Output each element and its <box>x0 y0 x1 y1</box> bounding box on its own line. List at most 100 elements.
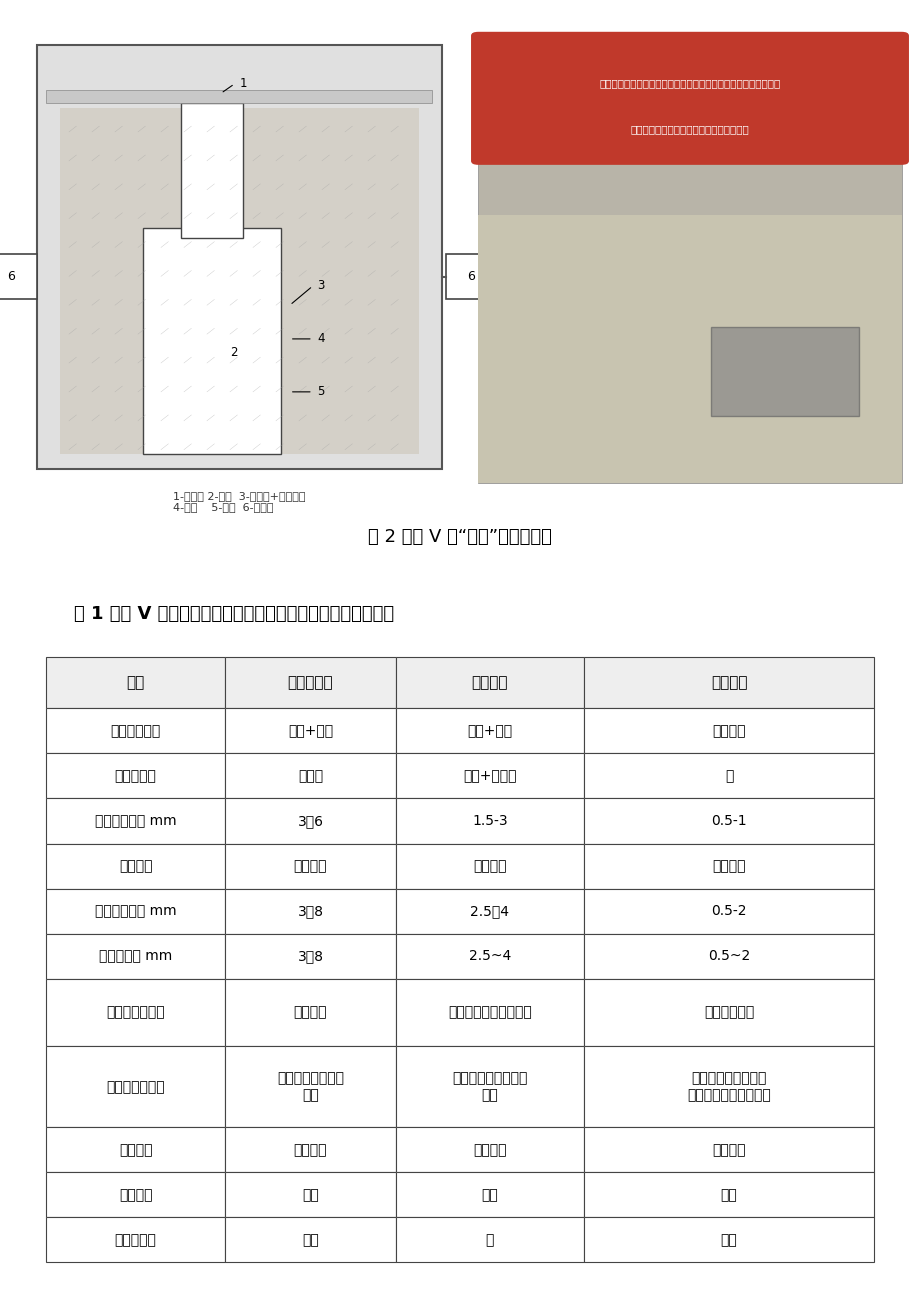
Bar <box>46 843 225 889</box>
Bar <box>46 657 225 709</box>
Bar <box>584 799 873 843</box>
Bar <box>584 889 873 934</box>
FancyBboxPatch shape <box>471 31 908 165</box>
Bar <box>46 753 225 799</box>
Bar <box>225 1172 395 1218</box>
Bar <box>584 799 873 843</box>
Bar <box>46 1218 225 1262</box>
Text: 使用不含水分、粘结剂和其他附加物的干砂，利用薄膜覆盖砂箱并: 使用不含水分、粘结剂和其他附加物的干砂，利用薄膜覆盖砂箱并 <box>598 78 780 88</box>
Bar <box>225 1127 395 1172</box>
Bar <box>395 934 584 978</box>
Bar <box>584 934 873 978</box>
Text: 1.5-3: 1.5-3 <box>471 814 507 827</box>
Text: 树脂砂型: 树脂砂型 <box>471 675 507 690</box>
Bar <box>225 889 395 934</box>
Bar <box>395 1127 584 1172</box>
Text: 毛坯颜色均匀、轮廓
清晰、加工后颜色一致: 毛坯颜色均匀、轮廓 清晰、加工后颜色一致 <box>686 1071 770 1102</box>
Text: 图 2 新型 V 法“空型”工艺结构图: 图 2 新型 V 法“空型”工艺结构图 <box>368 528 551 545</box>
Bar <box>584 978 873 1046</box>
Text: 砂型硬化方式: 砂型硬化方式 <box>110 723 161 738</box>
Text: 较好: 较好 <box>301 1188 319 1202</box>
Bar <box>446 254 496 299</box>
Text: 较宽、长: 较宽、长 <box>293 1142 327 1157</box>
Bar <box>225 889 395 934</box>
Text: 抗侵蚀指标: 抗侵蚀指标 <box>115 1233 156 1246</box>
Bar <box>225 753 395 799</box>
Bar <box>46 1172 225 1218</box>
Bar <box>46 889 225 934</box>
Bar <box>395 1218 584 1262</box>
Bar <box>584 843 873 889</box>
Text: 6: 6 <box>7 271 16 284</box>
Bar <box>46 799 225 843</box>
Bar <box>395 1172 584 1218</box>
Text: 3: 3 <box>317 280 324 293</box>
Bar <box>225 843 395 889</box>
Bar <box>395 753 584 799</box>
Text: 跨棱裂纹: 跨棱裂纹 <box>119 1142 153 1157</box>
Bar <box>584 1218 873 1262</box>
Text: 外观颜色均匀但形
状差: 外观颜色均匀但形 状差 <box>277 1071 344 1102</box>
Text: 表面平整光滑: 表面平整光滑 <box>703 1006 754 1020</box>
Text: 优良: 优良 <box>720 1188 737 1202</box>
Bar <box>46 934 225 978</box>
Text: 0.5~2: 0.5~2 <box>708 950 749 963</box>
Bar <box>225 657 395 709</box>
Bar <box>225 1046 395 1127</box>
Text: 抽真空使其干砂成型的一种新型铸造方式。: 抽真空使其干砂成型的一种新型铸造方式。 <box>630 125 749 135</box>
Bar <box>225 978 395 1046</box>
Text: 3～6: 3～6 <box>297 814 323 827</box>
Bar <box>395 843 584 889</box>
Bar <box>584 934 873 978</box>
Bar <box>395 799 584 843</box>
Bar <box>395 1046 584 1127</box>
Text: 6: 6 <box>467 271 475 284</box>
Bar <box>225 709 395 753</box>
Text: 负压成型: 负压成型 <box>710 675 746 690</box>
Bar <box>225 1218 395 1262</box>
Text: 3～8: 3～8 <box>297 904 323 919</box>
Bar <box>46 1127 225 1172</box>
Bar <box>584 1127 873 1172</box>
Text: 较好: 较好 <box>301 1233 319 1246</box>
Text: 树脂+固化剂: 树脂+固化剂 <box>462 769 516 783</box>
Bar <box>46 799 225 843</box>
Text: 5: 5 <box>317 385 324 398</box>
Text: 整体平整但表面有瘤疤: 整体平整但表面有瘤疤 <box>448 1006 531 1020</box>
Bar <box>395 1046 584 1127</box>
Text: 重力浇铸: 重力浇铸 <box>293 859 327 873</box>
Text: 3～8: 3～8 <box>297 950 323 963</box>
Bar <box>395 1218 584 1262</box>
Bar <box>584 657 873 709</box>
Bar <box>395 799 584 843</box>
Bar <box>395 889 584 934</box>
Bar <box>225 1172 395 1218</box>
Bar <box>225 753 395 799</box>
Bar <box>395 978 584 1046</box>
Bar <box>395 889 584 934</box>
Text: 化学+加热: 化学+加热 <box>288 723 333 738</box>
Bar <box>225 799 395 843</box>
Bar <box>395 753 584 799</box>
Bar <box>584 843 873 889</box>
Bar <box>584 1218 873 1262</box>
Bar <box>46 1172 225 1218</box>
Bar <box>395 1127 584 1172</box>
Text: 4: 4 <box>317 333 324 345</box>
Bar <box>225 709 395 753</box>
Text: 粘结剂使用: 粘结剂使用 <box>115 769 156 783</box>
Text: 水玻璃砂型: 水玻璃砂型 <box>288 675 333 690</box>
Bar <box>225 843 395 889</box>
Bar <box>478 35 901 484</box>
Bar <box>584 709 873 753</box>
Text: 化学+常温: 化学+常温 <box>467 723 512 738</box>
Bar <box>478 215 901 484</box>
Bar <box>395 709 584 753</box>
Bar <box>46 978 225 1046</box>
Bar <box>225 657 395 709</box>
Bar <box>710 327 858 416</box>
Bar <box>225 799 395 843</box>
Text: 较好: 较好 <box>481 1188 498 1202</box>
Text: 铸件尺寸偏差 mm: 铸件尺寸偏差 mm <box>95 904 176 919</box>
Bar <box>584 657 873 709</box>
